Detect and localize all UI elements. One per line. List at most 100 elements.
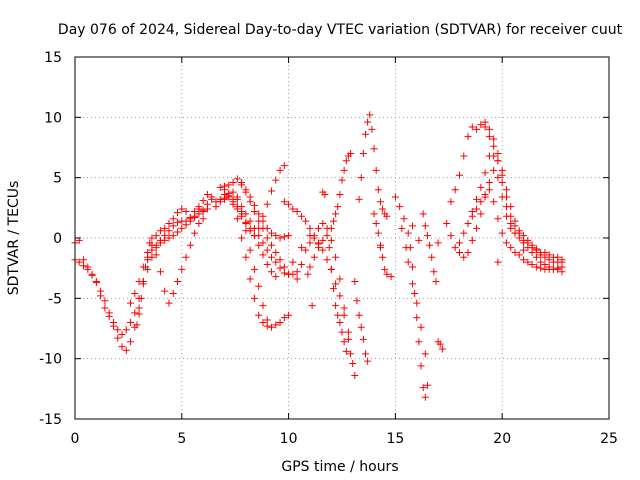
data-point <box>374 186 382 194</box>
data-point <box>250 232 258 240</box>
series-track-k <box>221 193 280 281</box>
data-point <box>144 248 152 256</box>
series-track-n <box>306 150 355 271</box>
data-point <box>306 239 314 247</box>
data-point <box>195 220 203 228</box>
y-tick-label: 15 <box>44 50 62 66</box>
data-point <box>161 224 169 232</box>
plot-frame <box>74 56 610 420</box>
data-point <box>387 273 395 281</box>
data-point <box>344 328 352 336</box>
data-point <box>379 253 387 261</box>
data-point <box>347 350 355 358</box>
data-point <box>221 195 229 203</box>
data-point <box>434 239 442 247</box>
data-point <box>428 253 436 261</box>
data-point <box>178 224 186 232</box>
data-point <box>156 227 164 235</box>
data-point <box>319 236 327 244</box>
data-point <box>156 268 164 276</box>
data-point <box>329 217 337 225</box>
data-point <box>511 248 519 256</box>
data-point <box>276 166 284 174</box>
data-point <box>293 275 301 283</box>
data-point <box>242 210 250 218</box>
data-point <box>263 322 271 330</box>
data-point <box>351 277 359 285</box>
data-point <box>276 264 284 272</box>
data-point <box>460 229 468 237</box>
data-point <box>515 229 523 237</box>
data-point <box>498 166 506 174</box>
data-point <box>289 258 297 266</box>
x-axis-label: GPS time / hours <box>281 459 398 475</box>
data-point <box>263 234 271 242</box>
data-point <box>186 217 194 225</box>
data-point <box>146 239 154 247</box>
data-point <box>186 241 194 249</box>
data-point <box>464 248 472 256</box>
data-point <box>473 224 481 232</box>
data-point <box>285 232 293 240</box>
data-point <box>473 195 481 203</box>
y-tick-label: -5 <box>48 291 62 307</box>
data-point <box>558 256 566 264</box>
data-point <box>413 299 421 307</box>
data-point <box>250 265 258 273</box>
data-point <box>141 263 149 271</box>
data-point <box>280 162 288 170</box>
data-point <box>212 203 220 211</box>
data-point <box>524 258 532 266</box>
data-point <box>490 198 498 206</box>
data-point <box>364 357 372 365</box>
data-point <box>319 246 327 254</box>
data-point <box>408 222 416 230</box>
series-track-x <box>455 142 566 276</box>
data-point <box>259 318 267 326</box>
data-point <box>364 118 372 126</box>
data-point <box>376 244 384 252</box>
data-point <box>357 323 365 331</box>
data-point <box>485 133 493 141</box>
data-point <box>554 264 562 272</box>
data-point <box>355 311 363 319</box>
series-track-a <box>71 191 229 354</box>
data-point <box>225 193 233 201</box>
data-point <box>152 251 160 259</box>
x-tick-label: 25 <box>600 431 618 447</box>
data-point <box>229 198 237 206</box>
data-point <box>447 198 455 206</box>
data-point <box>169 222 177 230</box>
data-point <box>80 256 88 264</box>
data-point <box>481 169 489 177</box>
data-point <box>494 215 502 223</box>
data-point <box>178 265 186 273</box>
data-point <box>139 277 147 285</box>
data-point <box>297 261 305 269</box>
data-point <box>490 166 498 174</box>
data-point <box>165 299 173 307</box>
series-track-z <box>481 118 566 264</box>
data-point <box>229 188 237 196</box>
data-point <box>259 251 267 259</box>
data-point <box>323 256 331 264</box>
data-point <box>351 372 359 380</box>
data-point <box>498 178 506 186</box>
data-point <box>332 280 340 288</box>
series-track-t <box>398 224 429 358</box>
data-point <box>451 186 459 194</box>
series-track-v <box>443 121 519 237</box>
data-point <box>347 150 355 158</box>
data-point <box>122 326 130 334</box>
data-point <box>402 244 410 252</box>
data-point <box>195 203 203 211</box>
data-point <box>246 198 254 206</box>
data-point <box>361 350 369 358</box>
data-point <box>398 224 406 232</box>
data-point <box>182 207 190 215</box>
data-point <box>174 277 182 285</box>
data-point <box>272 176 280 184</box>
series-track-s <box>391 193 431 401</box>
data-point <box>233 175 241 183</box>
data-point <box>302 246 310 254</box>
